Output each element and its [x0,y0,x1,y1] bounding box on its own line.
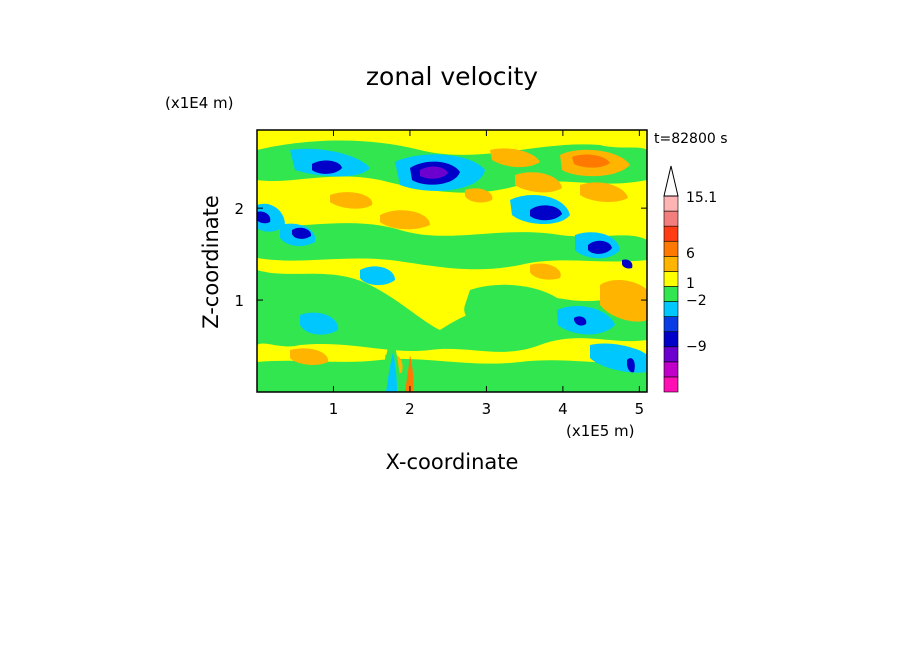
colorbar-label: 15.1 [686,190,717,206]
x-tick-label: 1 [329,400,339,418]
x-tick-label: 5 [635,400,645,418]
x-unit-label: (x1E5 m) [566,422,635,440]
velocity-field [257,140,647,392]
region-cyan [257,203,285,232]
x-tick-label: 4 [558,400,568,418]
x-axis-title: X-coordinate [386,450,519,474]
colorbar-label: −2 [686,293,707,309]
x-axis: 1 2 3 4 5 [329,130,644,418]
colorbar-segment [663,210,679,227]
region-blue [627,358,635,373]
region-green [257,223,647,270]
region-streak [386,352,397,392]
colorbar-segment [663,376,679,393]
colorbar-segment [663,271,679,287]
colorbar-segment [663,286,679,302]
region-orange [515,172,562,193]
colorbar-segment [663,361,679,378]
region-orange [490,148,540,168]
y-axis: 12 [234,200,647,310]
colorbar-label: 1 [686,276,695,292]
colorbar-segment [663,346,679,363]
region-orange [572,154,610,168]
region-orange [580,182,628,202]
x-tick-label: 2 [405,400,415,418]
chart-title: zonal velocity [366,62,538,91]
region-cyan [300,312,339,335]
y-tick-label: 2 [234,200,244,218]
region-green [257,358,647,392]
y-axis-title: Z-coordinate [199,195,223,329]
region-orange [290,348,329,365]
plot-frame [256,129,648,393]
colorbar-labels: 15.1 6 1−2 −9 [686,190,717,355]
region-blue [312,160,342,174]
region-streak [405,355,414,392]
region-blue [530,205,562,221]
region-blue [622,259,633,269]
colorbar-segment [663,316,679,332]
colorbar-segment [663,195,679,212]
colorbar-segment [663,240,679,257]
region-green [464,284,563,330]
region-orange [380,210,430,230]
colorbar-label: 6 [686,246,695,262]
region-orange [465,188,493,203]
y-unit-label: (x1E4 m) [165,94,234,112]
region-blue [257,211,271,224]
y-tick-label: 1 [234,292,244,310]
colorbar-label: −9 [686,339,707,355]
colorbar [663,165,679,393]
colorbar-segment [663,225,679,242]
region-orange [530,263,561,280]
colorbar-segment [663,256,679,272]
colorbar-segment [663,331,679,348]
region-cyan [557,305,615,335]
region-blue [420,166,448,179]
colorbar-extend-arrow [663,165,679,197]
region-blue [292,227,312,239]
region-blue [574,316,587,326]
region-orange [600,280,647,322]
x-tick-label: 3 [482,400,492,418]
region-cyan [360,266,395,286]
region-blue [588,240,612,254]
colorbar-segment [663,301,679,317]
region-orange [330,192,373,209]
region-green [257,270,647,352]
time-label: t=82800 s [654,131,728,147]
